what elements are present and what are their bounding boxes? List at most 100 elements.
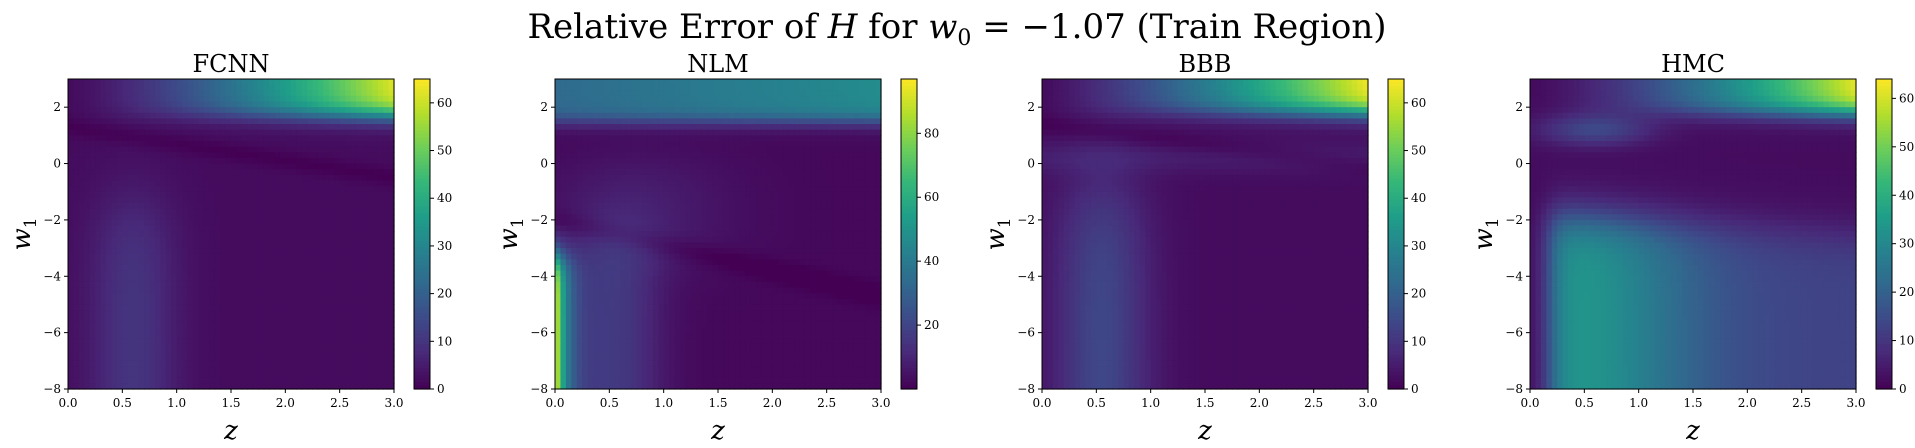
heatmap-cell xyxy=(355,214,362,221)
heatmap-cell xyxy=(350,287,357,294)
heatmap-cell xyxy=(794,169,801,176)
heatmap-cell xyxy=(853,107,860,114)
heatmap-cell xyxy=(875,208,882,215)
heatmap-cell xyxy=(317,248,324,255)
heatmap-cell xyxy=(679,157,686,165)
heatmap-cell xyxy=(593,174,600,182)
heatmap-cell xyxy=(116,214,123,221)
heatmap-cell xyxy=(339,270,346,277)
heatmap-cell xyxy=(718,129,725,136)
heatmap-cell xyxy=(328,157,335,165)
heatmap-cell xyxy=(383,360,390,368)
heatmap-cell xyxy=(100,276,107,283)
heatmap-cell xyxy=(870,203,877,210)
heatmap-cell xyxy=(192,174,199,182)
heatmap-cell xyxy=(165,101,172,108)
heatmap-cell xyxy=(171,265,178,272)
heatmap-cell xyxy=(652,107,659,114)
heatmap-cell xyxy=(826,95,833,103)
heatmap-cell xyxy=(263,343,270,351)
heatmap-cell xyxy=(214,79,221,86)
heatmap-cell xyxy=(78,327,85,334)
heatmap-cell xyxy=(154,219,161,227)
heatmap-cell xyxy=(192,129,199,136)
heatmap-cell xyxy=(127,281,134,289)
heatmap-cell xyxy=(160,203,167,210)
heatmap-cell xyxy=(723,214,730,221)
heatmap-cell xyxy=(312,163,319,170)
heatmap-cell xyxy=(631,219,638,227)
heatmap-cell xyxy=(718,214,725,221)
heatmap-cell xyxy=(339,360,346,368)
heatmap-cell xyxy=(388,231,395,238)
heatmap-cell xyxy=(122,377,129,384)
heatmap-cell xyxy=(78,112,85,120)
heatmap-cell xyxy=(160,349,167,356)
heatmap-cell xyxy=(810,129,817,136)
heatmap-cell xyxy=(182,152,189,159)
heatmap-cell xyxy=(815,107,822,114)
heatmap-cell xyxy=(372,321,379,328)
heatmap-cell xyxy=(361,219,368,227)
heatmap-cell xyxy=(111,343,118,351)
heatmap-cell xyxy=(663,157,670,165)
heatmap-cell xyxy=(366,186,373,193)
heatmap-cell xyxy=(317,281,324,289)
heatmap-cell xyxy=(154,118,161,125)
heatmap-cell xyxy=(247,270,254,277)
heatmap-cell xyxy=(355,129,362,136)
heatmap-cell xyxy=(848,191,855,198)
heatmap-cell xyxy=(603,169,610,176)
heatmap-cell xyxy=(176,276,183,283)
heatmap-cell xyxy=(116,327,123,334)
heatmap-cell xyxy=(690,79,697,86)
heatmap-cell xyxy=(307,332,314,339)
heatmap-cell xyxy=(723,152,730,159)
heatmap-cell xyxy=(149,231,156,238)
heatmap-cell xyxy=(236,112,243,120)
heatmap-cell xyxy=(718,118,725,125)
heatmap-cell xyxy=(209,236,216,244)
heatmap-cell xyxy=(641,129,648,136)
heatmap-cell xyxy=(279,112,286,120)
heatmap-cell xyxy=(810,95,817,103)
heatmap-cell xyxy=(756,124,763,131)
heatmap-cell xyxy=(799,90,806,97)
heatmap-cell xyxy=(187,90,194,97)
heatmap-cell xyxy=(826,214,833,221)
heatmap-cell xyxy=(674,84,681,91)
heatmap-cell xyxy=(274,349,281,356)
heatmap-cell xyxy=(826,203,833,210)
heatmap-cell xyxy=(252,360,259,368)
heatmap-cell xyxy=(679,163,686,170)
heatmap-cell xyxy=(176,208,183,215)
heatmap-cell xyxy=(182,95,189,103)
heatmap-cell xyxy=(171,377,178,384)
heatmap-cell xyxy=(350,95,357,103)
heatmap-cell xyxy=(766,118,773,125)
heatmap-cell xyxy=(274,90,281,97)
heatmap-cell xyxy=(631,79,638,86)
heatmap-cell xyxy=(377,112,384,120)
heatmap-cell xyxy=(571,141,578,148)
heatmap-cell xyxy=(859,90,866,97)
heatmap-cell xyxy=(73,124,80,131)
heatmap-cell xyxy=(334,259,341,266)
heatmap-cell xyxy=(263,253,270,260)
heatmap-cell xyxy=(842,157,849,165)
heatmap-cell xyxy=(236,157,243,165)
heatmap-cell xyxy=(734,180,741,187)
heatmap-cell xyxy=(307,225,314,232)
heatmap-cell xyxy=(745,146,752,153)
heatmap-cell xyxy=(355,157,362,165)
heatmap-cell xyxy=(307,112,314,120)
heatmap-cell xyxy=(263,84,270,91)
heatmap-cell xyxy=(187,79,194,86)
heatmap-cell xyxy=(209,327,216,334)
heatmap-cell xyxy=(198,281,205,289)
heatmap-cell xyxy=(663,129,670,136)
heatmap-cell xyxy=(236,95,243,103)
heatmap-cell xyxy=(89,298,96,306)
heatmap-cell xyxy=(652,146,659,153)
heatmap-cell xyxy=(685,186,692,193)
